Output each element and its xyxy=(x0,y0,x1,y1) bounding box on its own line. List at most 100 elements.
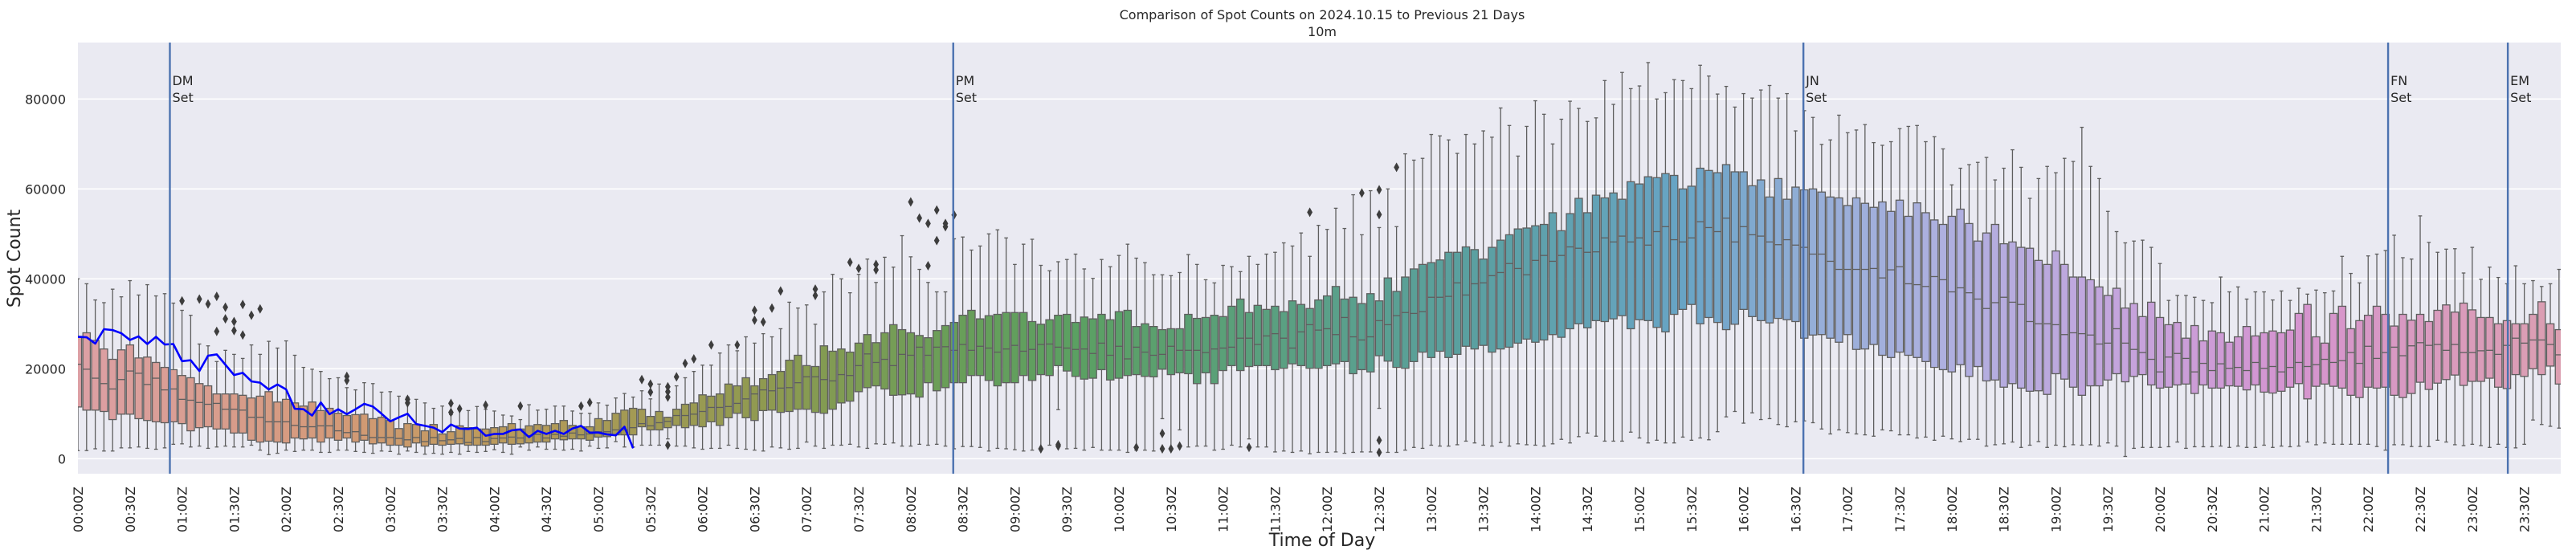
outlier-point xyxy=(1376,185,1382,195)
box-body xyxy=(1080,316,1089,380)
box-body xyxy=(707,395,716,423)
box-252 xyxy=(2260,291,2268,446)
box-body xyxy=(663,417,672,429)
box-80 xyxy=(767,336,777,448)
box-175 xyxy=(1591,117,1601,437)
box-233 xyxy=(2095,177,2104,447)
box-188 xyxy=(1704,75,1713,441)
box-39 xyxy=(411,398,421,454)
outlier-point xyxy=(734,340,741,350)
box-192 xyxy=(1739,92,1748,424)
outlier-point xyxy=(673,372,680,382)
box-287 xyxy=(2564,282,2571,402)
x-tick-label: 05:00Z xyxy=(591,487,606,532)
box-157 xyxy=(1435,135,1444,447)
outlier-point xyxy=(405,397,410,408)
box-body xyxy=(2337,305,2347,389)
x-tick-label: 01:30Z xyxy=(227,487,242,532)
box-body xyxy=(2450,312,2460,376)
x-tick-label: 11:30Z xyxy=(1268,487,1283,532)
box-body xyxy=(2476,316,2485,382)
box-134 xyxy=(1235,271,1245,448)
box-body xyxy=(1999,242,2008,388)
box-body xyxy=(1748,185,1757,317)
outlier-point xyxy=(925,218,931,229)
box-body xyxy=(1626,181,1635,330)
box-body xyxy=(1938,223,1948,371)
box-body xyxy=(2390,325,2398,396)
box-body xyxy=(2251,335,2260,386)
box-body xyxy=(1913,202,1921,358)
outlier-point xyxy=(812,284,819,295)
box-107 xyxy=(1002,237,1010,450)
box-250 xyxy=(2242,298,2251,448)
box-10 xyxy=(160,293,169,449)
x-tick-label: 09:00Z xyxy=(1007,487,1023,532)
box-body xyxy=(1582,212,1592,328)
x-tick-label: 22:30Z xyxy=(2413,487,2428,532)
box-body xyxy=(1452,251,1462,356)
outlier-point xyxy=(248,310,255,320)
box-body xyxy=(1956,208,1965,365)
box-6 xyxy=(125,279,135,449)
box-112 xyxy=(1045,270,1054,446)
box-155 xyxy=(1418,157,1427,450)
box-262 xyxy=(2346,272,2355,446)
x-tick-label: 12:30Z xyxy=(1372,487,1387,532)
box-body xyxy=(932,330,941,392)
box-body xyxy=(1696,167,1704,324)
box-body xyxy=(637,409,647,428)
outlier-point xyxy=(1159,443,1166,454)
box-body xyxy=(2372,305,2382,389)
x-tick-label: 21:30Z xyxy=(2309,487,2324,532)
box-body xyxy=(1609,192,1618,320)
box-26 xyxy=(299,366,308,451)
box-183 xyxy=(1661,92,1670,444)
fn-set-label: FN xyxy=(2390,73,2407,88)
box-94 xyxy=(888,267,898,444)
box-41 xyxy=(429,407,439,454)
box-body xyxy=(1027,320,1037,381)
box-128 xyxy=(1184,254,1193,448)
box-body xyxy=(325,407,334,439)
box-48 xyxy=(490,410,499,450)
outlier-point xyxy=(1055,441,1061,451)
box-body xyxy=(1141,323,1149,377)
box-130 xyxy=(1201,279,1210,447)
box-body xyxy=(1687,185,1696,305)
box-body xyxy=(1513,228,1523,344)
box-body xyxy=(2355,320,2364,398)
box-265 xyxy=(2372,253,2382,447)
box-82 xyxy=(785,301,794,450)
box-5 xyxy=(116,296,126,449)
y-tick-label: 20000 xyxy=(25,361,66,377)
box-body xyxy=(646,416,655,431)
box-15 xyxy=(203,345,213,450)
outlier-point xyxy=(231,316,237,327)
box-238 xyxy=(2138,239,2147,448)
box-body xyxy=(2138,316,2147,376)
box-35 xyxy=(377,391,386,452)
box-148 xyxy=(1357,234,1366,453)
box-97 xyxy=(915,268,924,446)
box-body xyxy=(1566,213,1574,330)
box-body xyxy=(802,365,811,410)
dm-set-label: Set xyxy=(172,90,193,105)
box-161 xyxy=(1470,143,1480,444)
box-body xyxy=(888,324,898,396)
box-body xyxy=(602,420,612,438)
x-tick-label: 14:30Z xyxy=(1580,487,1595,532)
box-93 xyxy=(880,256,889,446)
box-159 xyxy=(1452,153,1462,446)
box-1 xyxy=(82,283,92,451)
box-216 xyxy=(1947,184,1957,440)
box-115 xyxy=(1071,253,1080,450)
box-60 xyxy=(594,402,603,450)
box-body xyxy=(1166,328,1176,376)
box-body xyxy=(1661,173,1670,333)
box-body xyxy=(2043,263,2051,395)
box-124 xyxy=(1149,274,1158,452)
box-body xyxy=(2025,247,2035,392)
box-202 xyxy=(1826,139,1835,435)
outlier-point xyxy=(812,291,819,301)
